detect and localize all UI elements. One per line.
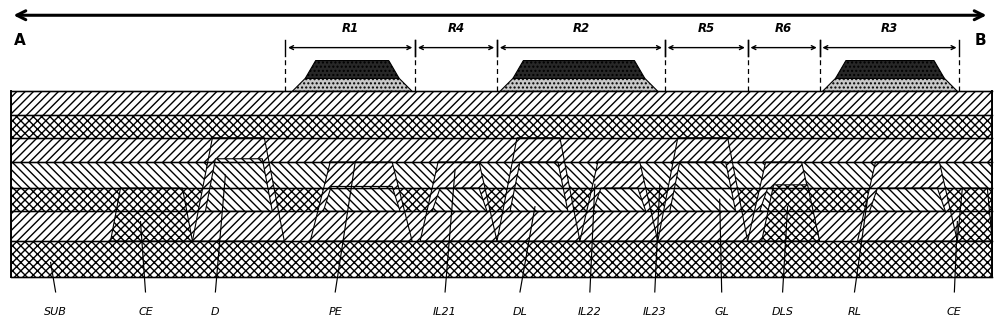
Polygon shape [11,138,992,162]
Polygon shape [11,115,992,138]
Text: DL: DL [513,306,527,317]
Polygon shape [957,188,992,241]
Polygon shape [836,60,944,78]
Text: PE: PE [328,306,342,317]
Polygon shape [11,91,992,115]
Polygon shape [580,162,658,241]
Text: R4: R4 [447,22,465,35]
Polygon shape [497,138,580,241]
Polygon shape [292,78,412,91]
Text: CE: CE [138,306,153,317]
Polygon shape [658,138,748,241]
Polygon shape [420,162,497,241]
Text: D: D [211,306,220,317]
Text: IL21: IL21 [433,306,457,317]
Polygon shape [305,60,399,78]
Polygon shape [192,138,284,241]
Polygon shape [11,188,992,211]
Text: R2: R2 [572,22,589,35]
Polygon shape [748,162,820,241]
Polygon shape [323,187,400,211]
Text: R5: R5 [698,22,715,35]
Polygon shape [310,162,412,241]
Text: IL22: IL22 [578,306,602,317]
Polygon shape [510,162,568,211]
Polygon shape [500,78,658,91]
Polygon shape [11,211,992,241]
Polygon shape [858,162,957,241]
Polygon shape [823,78,957,91]
Polygon shape [513,60,645,78]
Text: A: A [14,33,25,48]
Polygon shape [11,241,992,277]
Text: R6: R6 [775,22,792,35]
Polygon shape [760,188,808,211]
Text: CE: CE [947,306,962,317]
Text: RL: RL [848,306,862,317]
Text: SUB: SUB [44,306,67,317]
Text: B: B [975,33,986,48]
Polygon shape [762,185,820,241]
Polygon shape [670,162,736,211]
Text: DLS: DLS [772,306,794,317]
Text: R3: R3 [881,22,898,35]
Text: GL: GL [714,306,729,317]
Polygon shape [205,159,272,211]
Polygon shape [432,188,487,211]
Polygon shape [869,188,945,211]
Polygon shape [11,162,992,188]
Text: R1: R1 [342,22,359,35]
Polygon shape [111,188,192,241]
Polygon shape [593,188,646,211]
Text: IL23: IL23 [643,306,667,317]
